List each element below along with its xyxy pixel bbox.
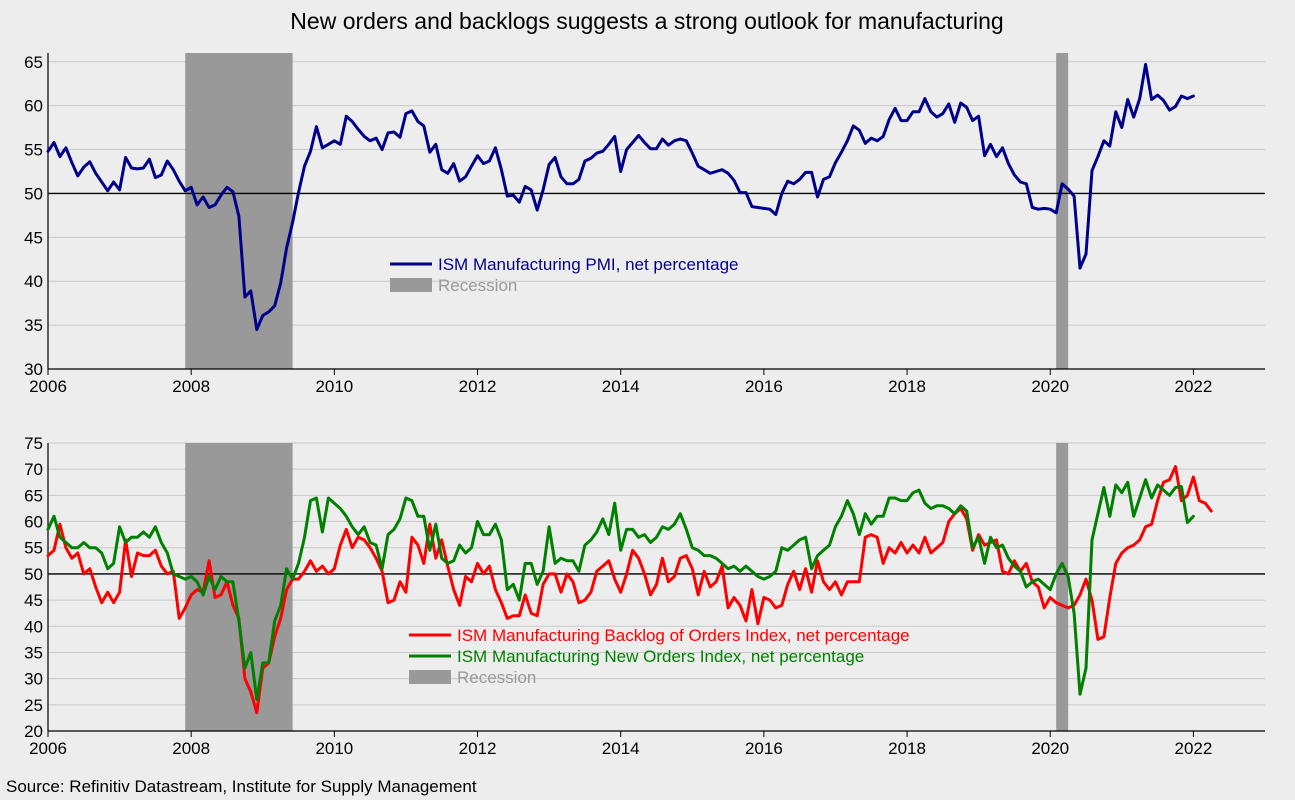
top-legend-label: ISM Manufacturing PMI, net percentage bbox=[438, 255, 739, 274]
top-x-tick-label: 2012 bbox=[459, 377, 497, 396]
chart-title: New orders and backlogs suggests a stron… bbox=[290, 8, 1003, 34]
top-panel-pmi: 30 35 40 45 50 55 60 65 2006 2008 2010 2012 2014 2016… bbox=[24, 53, 1265, 396]
bottom-x-tick-label: 2022 bbox=[1174, 739, 1212, 758]
bottom-y-tick-label: 40 bbox=[24, 617, 43, 636]
bottom-y-tick-label: 20 bbox=[24, 722, 43, 741]
top-x-tick-label: 2022 bbox=[1174, 377, 1212, 396]
top-y-tick-label: 45 bbox=[24, 228, 43, 247]
top-x-tick-label: 2018 bbox=[888, 377, 926, 396]
bottom-x-tick-label: 2016 bbox=[745, 739, 783, 758]
bottom-x-tick-label: 2010 bbox=[315, 739, 353, 758]
bottom-legend-recession-swatch bbox=[409, 670, 451, 684]
top-y-tick-label: 65 bbox=[24, 53, 43, 72]
top-x-tick-label: 2006 bbox=[29, 377, 67, 396]
top-legend: ISM Manufacturing PMI, net percentage Rec… bbox=[390, 255, 739, 295]
bottom-x-tick-label: 2014 bbox=[602, 739, 640, 758]
bottom-x-tick-label: 2012 bbox=[459, 739, 497, 758]
top-x-tick-label: 2010 bbox=[315, 377, 353, 396]
bottom-recession-band bbox=[1056, 443, 1069, 731]
bottom-y-tick-label: 45 bbox=[24, 591, 43, 610]
bottom-y-tick-label: 30 bbox=[24, 670, 43, 689]
bottom-x-tick-label: 2008 bbox=[172, 739, 210, 758]
top-legend-recession-swatch bbox=[390, 278, 432, 292]
top-legend-recession-label: Recession bbox=[438, 276, 517, 295]
bottom-panel-orders: 20 25 30 35 40 45 50 55 60 65 70 75 2006 2008 2010 2012… bbox=[24, 434, 1265, 758]
top-y-tick-label: 55 bbox=[24, 141, 43, 160]
bottom-x-tick-label: 2020 bbox=[1031, 739, 1069, 758]
bottom-legend-label: ISM Manufacturing New Orders Index, net … bbox=[457, 647, 864, 666]
top-recession-band bbox=[1056, 53, 1069, 369]
bottom-y-tick-label: 35 bbox=[24, 643, 43, 662]
bottom-y-tick-label: 70 bbox=[24, 460, 43, 479]
bottom-legend-label: ISM Manufacturing Backlog of Orders Inde… bbox=[457, 626, 910, 645]
bottom-y-tick-label: 65 bbox=[24, 486, 43, 505]
bottom-y-tick-label: 50 bbox=[24, 565, 43, 584]
top-y-tick-label: 50 bbox=[24, 184, 43, 203]
top-y-tick-label: 40 bbox=[24, 272, 43, 291]
bottom-y-tick-label: 55 bbox=[24, 539, 43, 558]
bottom-legend-recession-label: Recession bbox=[457, 668, 536, 687]
top-y-tick-label: 60 bbox=[24, 97, 43, 116]
bottom-x-tick-label: 2018 bbox=[888, 739, 926, 758]
bottom-y-tick-label: 75 bbox=[24, 434, 43, 453]
bottom-y-tick-label: 60 bbox=[24, 513, 43, 532]
bottom-y-tick-label: 25 bbox=[24, 696, 43, 715]
top-series-line-1 bbox=[46, 62, 1195, 331]
top-x-tick-label: 2014 bbox=[602, 377, 640, 396]
bottom-recession-band bbox=[185, 443, 293, 731]
top-y-tick-label: 35 bbox=[24, 316, 43, 335]
bottom-x-tick-label: 2006 bbox=[29, 739, 67, 758]
top-x-tick-label: 2020 bbox=[1031, 377, 1069, 396]
bottom-series-line-2 bbox=[46, 478, 1195, 702]
top-y-tick-label: 30 bbox=[24, 360, 43, 379]
source-note: Source: Refinitiv Datastream, Institute … bbox=[6, 777, 477, 796]
top-x-tick-label: 2008 bbox=[172, 377, 210, 396]
bottom-legend: ISM Manufacturing Backlog of Orders Inde… bbox=[409, 626, 910, 687]
top-x-tick-label: 2016 bbox=[745, 377, 783, 396]
